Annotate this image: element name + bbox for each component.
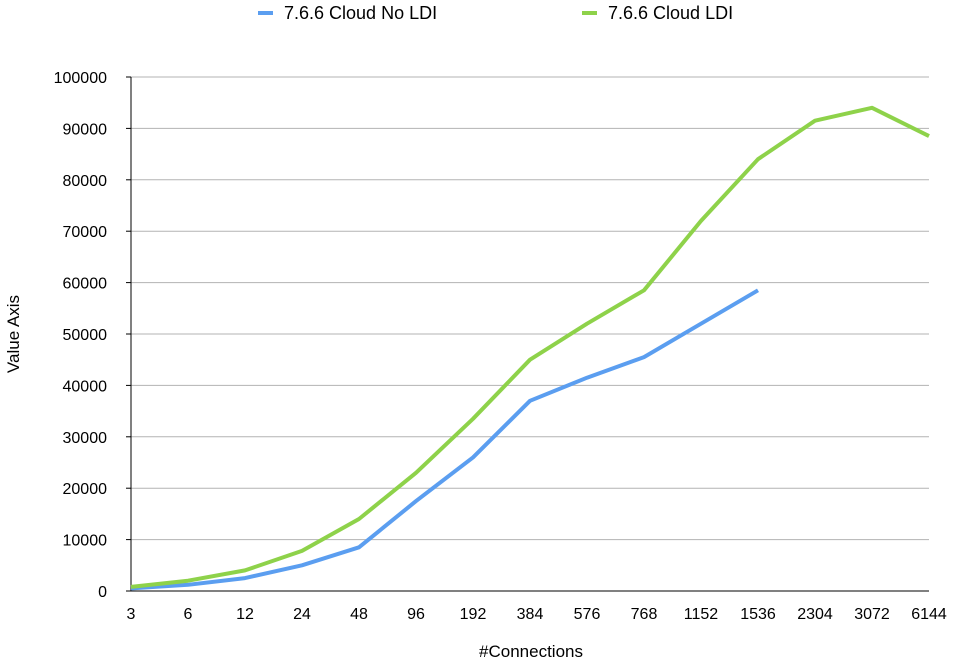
x-tick-label: 3072 — [854, 606, 890, 623]
x-tick-label: 3 — [127, 606, 136, 623]
y-tick-label: 30000 — [63, 430, 108, 447]
x-tick-label: 1536 — [740, 606, 776, 623]
x-tick-label: 384 — [517, 606, 544, 623]
axes — [130, 77, 929, 592]
y-tick-label: 80000 — [63, 173, 108, 190]
x-tick-label: 96 — [407, 606, 425, 623]
y-tick-label: 100000 — [54, 70, 107, 87]
y-axis-ticks: 0 10000 20000 30000 40000 50000 60000 70000 8000… — [54, 70, 131, 601]
x-tick-label: 192 — [460, 606, 487, 623]
x-tick-label: 12 — [236, 606, 254, 623]
series-line-2 — [130, 105, 930, 589]
legend-label: 7.6.6 Cloud No LDI — [284, 3, 437, 23]
y-tick-label: 20000 — [63, 481, 108, 498]
y-tick-label: 40000 — [63, 378, 108, 395]
x-axis-title: #Connections — [479, 642, 583, 661]
y-tick-label: 10000 — [63, 533, 108, 550]
gridlines — [131, 76, 929, 541]
x-tick-label: 576 — [574, 606, 601, 623]
x-tick-label: 768 — [631, 606, 658, 623]
legend-label: 7.6.6 Cloud LDI — [608, 3, 733, 23]
x-tick-label: 24 — [293, 606, 311, 623]
y-tick-label: 50000 — [63, 327, 108, 344]
x-tick-label: 6 — [184, 606, 193, 623]
x-tick-label: 1152 — [684, 606, 719, 623]
y-tick-label: 70000 — [63, 224, 108, 241]
series-line-1 — [130, 288, 760, 591]
y-tick-label: 60000 — [63, 276, 108, 293]
x-tick-label: 48 — [350, 606, 368, 623]
x-axis-ticks: 3 6 12 24 48 96 192 384 576 768 1152 1536 2304 3072 61… — [127, 606, 947, 623]
y-axis-title: Value Axis — [4, 295, 23, 373]
x-tick-label: 2304 — [797, 606, 833, 623]
y-tick-label: 0 — [98, 584, 107, 601]
series-lines — [130, 105, 930, 591]
x-tick-label: 6144 — [911, 606, 947, 623]
y-tick-label: 90000 — [63, 121, 108, 138]
legend: 7.6.6 Cloud No LDI 7.6.6 Cloud LDI — [258, 3, 733, 23]
